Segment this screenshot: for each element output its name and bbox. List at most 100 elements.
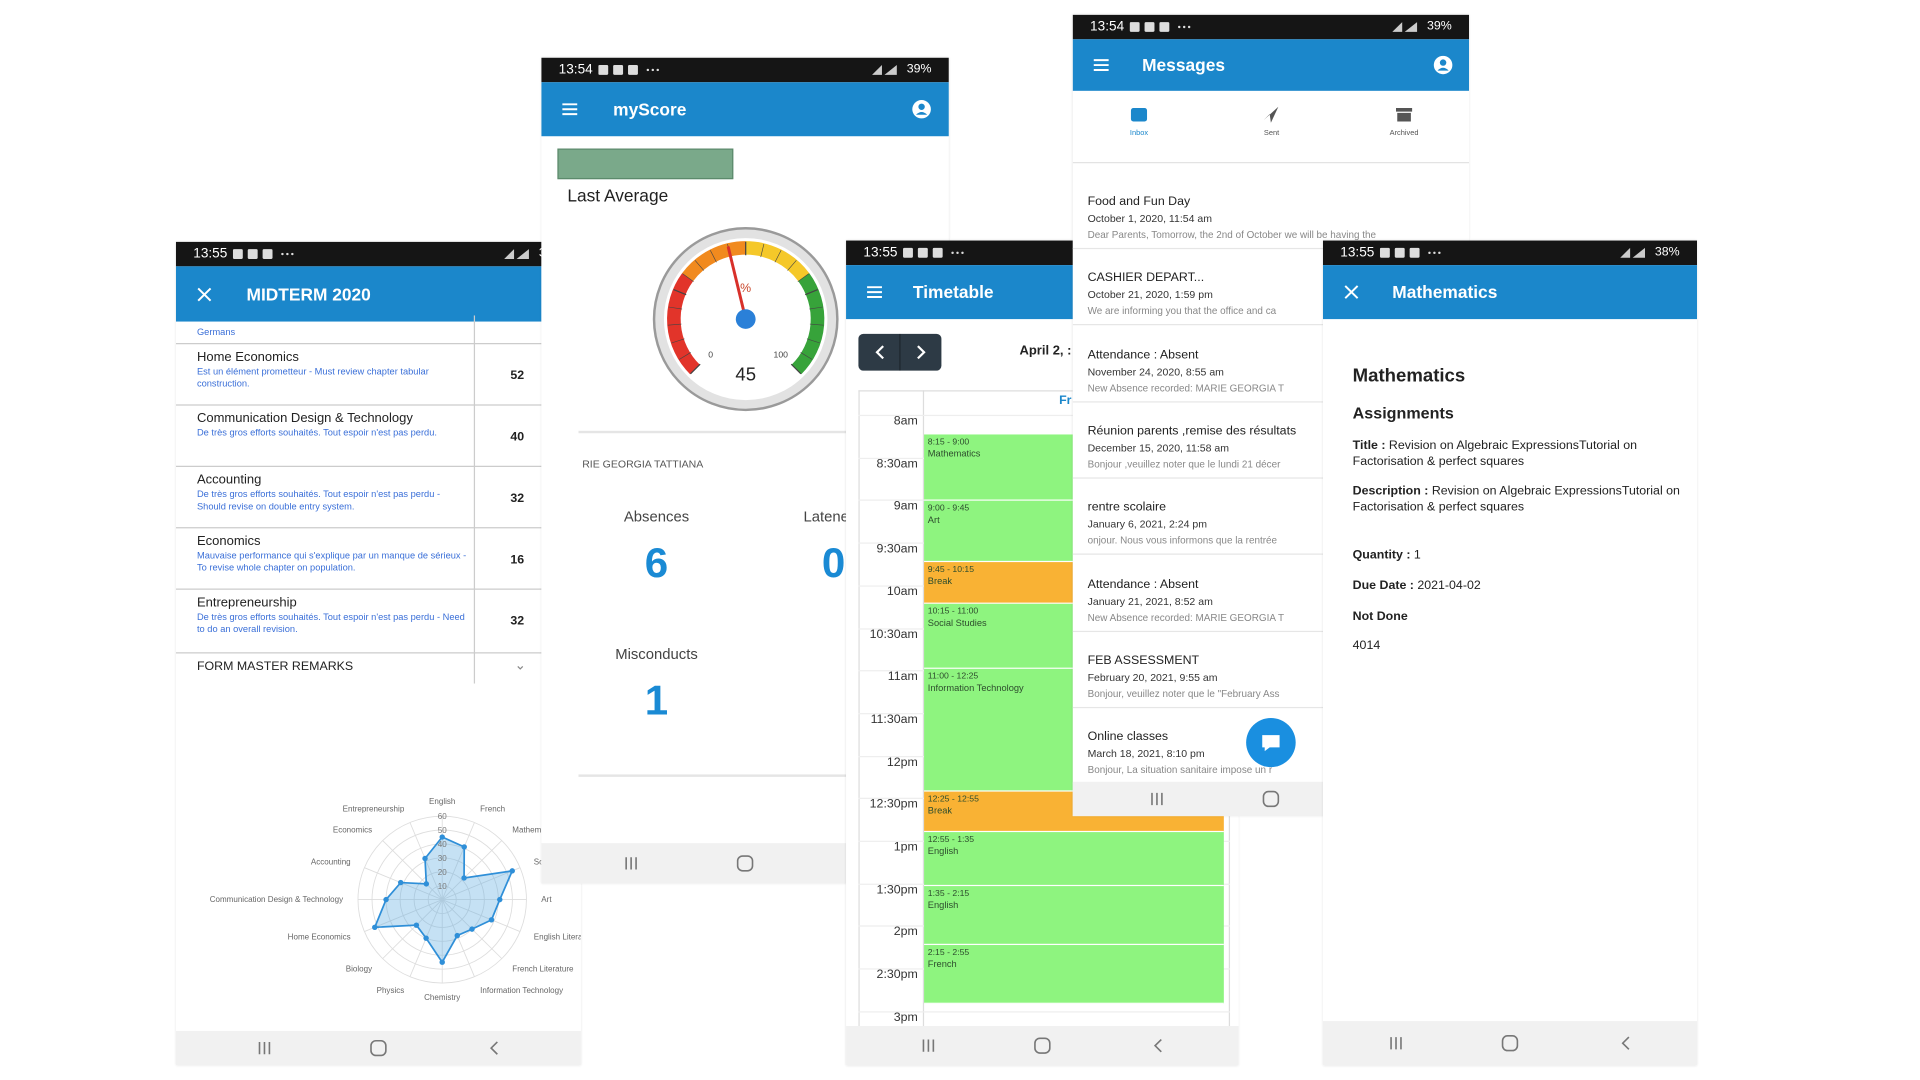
account-button (912, 100, 931, 119)
radar-tick-label: 60 (438, 812, 447, 821)
recent-apps (258, 1041, 271, 1055)
gauge-minor-tick (790, 363, 802, 375)
radar-tick-label: 50 (438, 826, 447, 835)
message-subject[interactable]: Attendance : Absent (1087, 348, 1199, 362)
status-dot (1438, 251, 1441, 255)
status-dot (291, 252, 294, 256)
app-bar: myScore (541, 82, 949, 137)
inbox-icon (1130, 108, 1148, 122)
radar-point (372, 924, 378, 930)
signal (504, 249, 529, 259)
message-subject[interactable]: Réunion parents ,remise des résultats (1087, 424, 1297, 439)
subject-remark: Est un élément prometteur - Must review … (196, 365, 429, 390)
status-icon (932, 247, 943, 258)
message-subject[interactable]: rentre scolaire (1087, 500, 1167, 515)
radar-point (439, 959, 445, 965)
field-label: Description : (1352, 484, 1429, 499)
assignment-field: Description : Revision on Algebraic Expr… (1353, 485, 1685, 516)
message-tab[interactable]: Archived (1389, 130, 1419, 138)
subject-remark: De très gros efforts souhaités. Tout esp… (196, 488, 441, 512)
menu-button (562, 103, 578, 116)
gauge-minor-tick (709, 250, 717, 263)
gauge-minor-tick (774, 250, 782, 263)
menu-icon (1093, 59, 1109, 71)
radar-point (423, 935, 429, 941)
radar-axis-label: Home Economics (288, 933, 351, 942)
message-preview: New Absence recorded: MARIE GEORGIA T (1087, 382, 1285, 394)
message-preview: New Absence recorded: MARIE GEORGIA T (1087, 611, 1285, 623)
stat-label: Misconducts (615, 645, 698, 663)
radar-point (461, 844, 467, 850)
next-day (917, 345, 926, 360)
nav-icons (258, 1039, 498, 1057)
gauge-minor-tick (804, 288, 819, 296)
radar-spoke (441, 899, 475, 977)
message-divider (1072, 247, 1470, 250)
message-divider (1072, 400, 1470, 403)
subject-name: Accounting (196, 472, 262, 488)
gauge-minor-tick (671, 338, 685, 344)
status-icons (598, 65, 659, 75)
message-date: December 15, 2020, 11:58 am (1087, 441, 1230, 454)
battery-level: 39% (906, 62, 932, 77)
time-label: 1pm (893, 840, 918, 855)
time-grid-line (858, 414, 1231, 417)
subject-name: Economics (196, 533, 261, 549)
message-subject[interactable]: FEB ASSESSMENT (1087, 653, 1200, 668)
app-title: Mathematics (1392, 282, 1498, 302)
time-label: 10:30am (869, 627, 918, 642)
message-subject[interactable]: Food and Fun Day (1087, 195, 1191, 209)
gauge-minor-tick (673, 288, 687, 296)
message-tab[interactable]: Inbox (1129, 130, 1149, 138)
status-dot (286, 252, 289, 256)
gauge-minor-tick (760, 243, 765, 258)
message-preview: We are informing you that the office and… (1087, 305, 1277, 318)
subject-score: 32 (510, 492, 525, 506)
radar-spoke (441, 822, 475, 900)
gauge-minor-tick (809, 306, 823, 310)
radar-axis-label: Entrepreneurship (343, 804, 405, 813)
event-subject: English (927, 845, 959, 857)
time-label: 3pm (893, 1011, 918, 1025)
event-time: 9:45 - 10:15 (927, 565, 975, 575)
account-body (1437, 67, 1449, 71)
gauge-minor-tick (694, 260, 705, 271)
time-label: 2pm (893, 925, 918, 940)
gauge-minor-tick (678, 352, 691, 360)
status-time: 13:55 (1340, 245, 1375, 261)
cut-remark: Germans (196, 326, 236, 338)
last-average-label: Last Average (567, 185, 669, 205)
gauge-minor-tick (667, 323, 682, 326)
message-subject[interactable]: Attendance : Absent (1087, 577, 1199, 591)
message-subject[interactable]: CASHIER DEPART... (1087, 271, 1205, 286)
radar-point (497, 896, 503, 903)
previous-day (875, 345, 884, 360)
gauge-minor-tick (809, 323, 824, 326)
midterm-screen: 13:5539% MIDTERM 2020 Germans Home Economic… (175, 241, 581, 1066)
archive-icon (1396, 108, 1413, 122)
radar-axis-label: English (429, 797, 455, 806)
radar-point (413, 922, 420, 928)
radar-spoke (442, 899, 521, 932)
radar-point (469, 926, 475, 932)
event-time: 12:55 - 1:35 (927, 835, 975, 845)
account-head (918, 103, 925, 110)
home-button (1262, 790, 1280, 808)
subject-remark: Mauvaise performance qui s'explique par … (196, 549, 467, 574)
status-bar: 13:5539% (175, 241, 581, 267)
message-date: March 18, 2021, 8:10 pm (1087, 747, 1205, 760)
radar-axis-label: English Literature (534, 933, 581, 942)
field-value: Revision on Algebraic ExpressionsTutoria… (1352, 484, 1680, 514)
expand-icon (517, 665, 524, 670)
radar-spoke (441, 840, 503, 900)
close-icon (197, 287, 212, 301)
time-label: 9am (893, 499, 918, 514)
message-subject[interactable]: Online classes (1087, 730, 1169, 744)
assignment-code: 4014 (1352, 639, 1381, 653)
message-tab[interactable]: Sent (1263, 130, 1280, 138)
field-label: Title : (1352, 439, 1386, 453)
message-preview: onjour. Nous vous informons que la rentr… (1087, 535, 1278, 547)
time-label: 12pm (886, 755, 918, 770)
field-value: 2021-04-02 (1417, 579, 1481, 593)
gauge-hub (735, 309, 756, 329)
